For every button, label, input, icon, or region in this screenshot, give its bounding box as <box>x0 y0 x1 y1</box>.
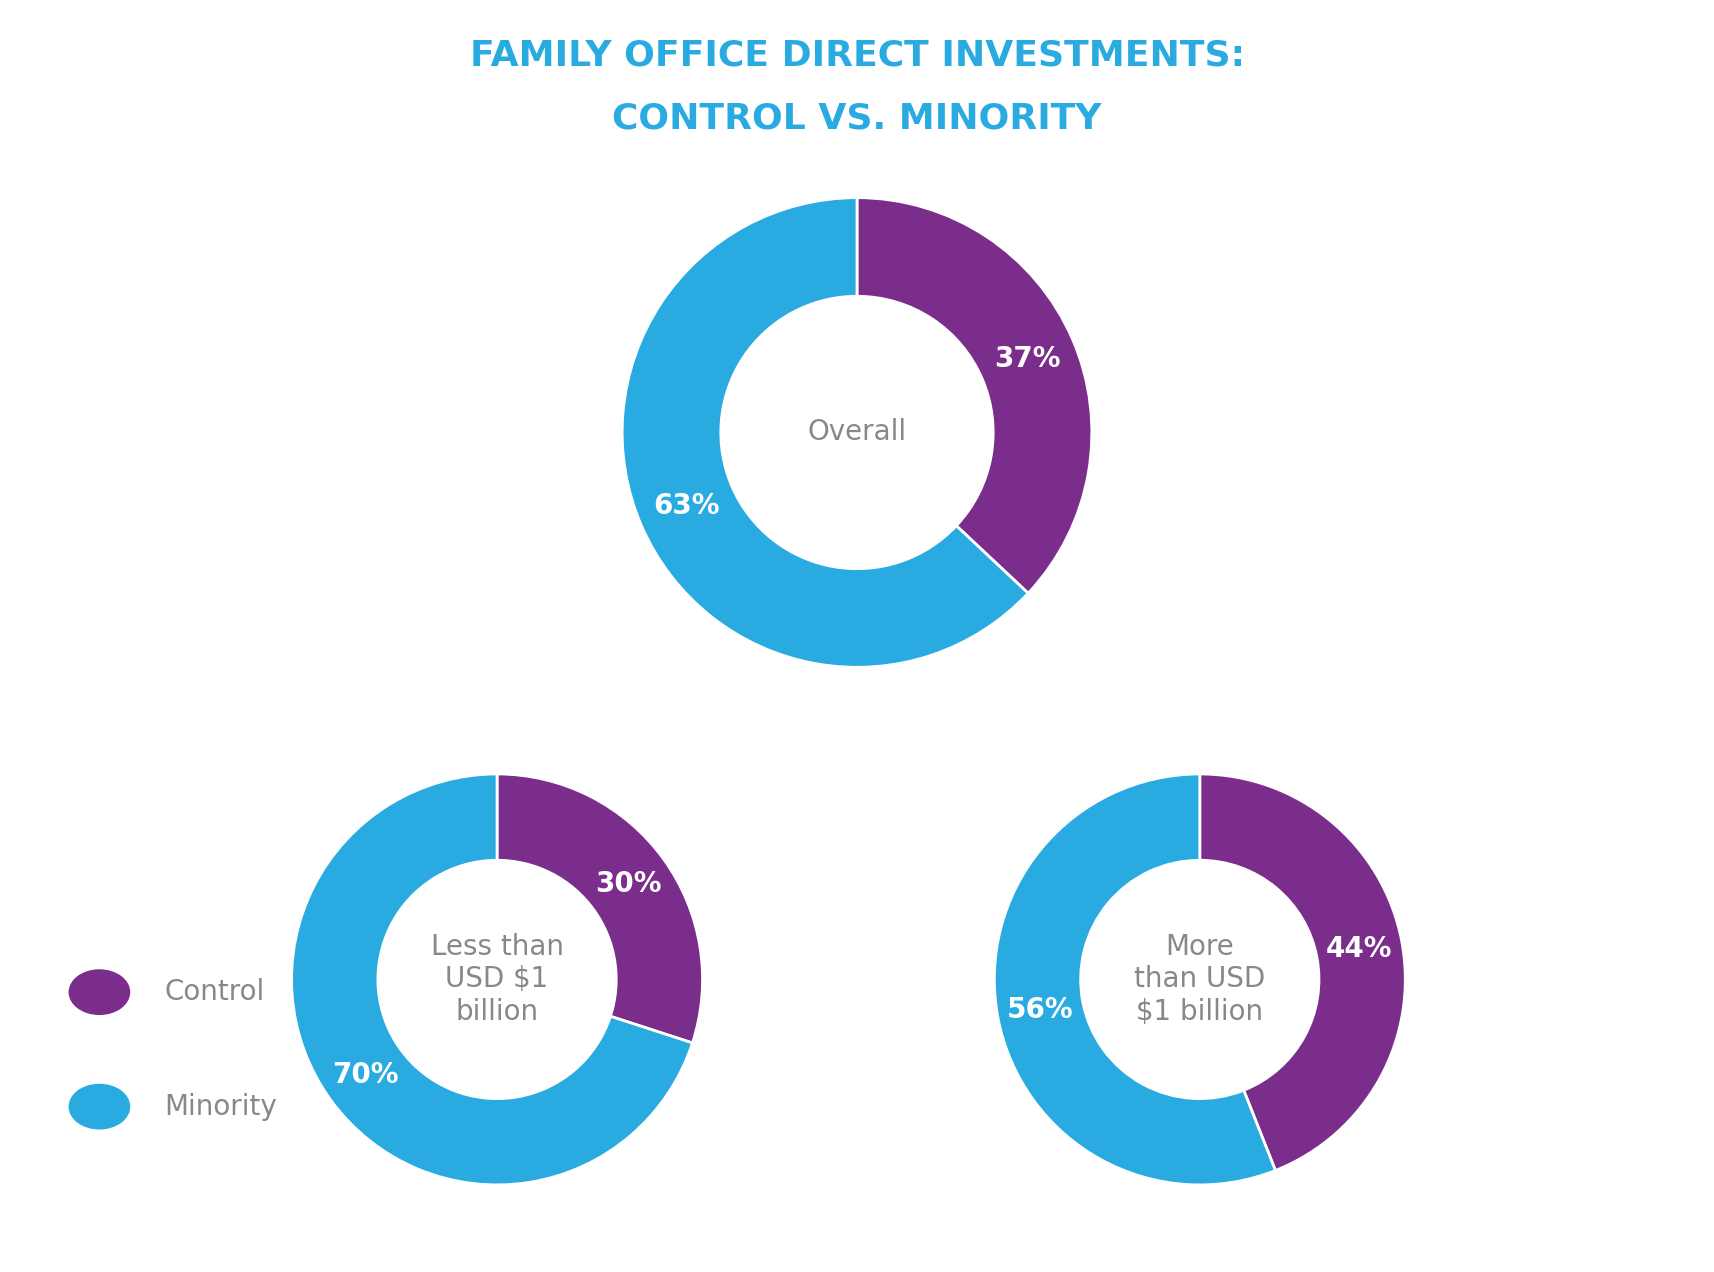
Wedge shape <box>1200 773 1405 1170</box>
Text: 37%: 37% <box>994 345 1061 373</box>
Wedge shape <box>857 197 1092 593</box>
Text: FAMILY OFFICE DIRECT INVESTMENTS:: FAMILY OFFICE DIRECT INVESTMENTS: <box>470 38 1244 73</box>
Text: 63%: 63% <box>653 492 720 520</box>
Text: 30%: 30% <box>595 870 662 898</box>
Circle shape <box>377 860 617 1099</box>
Wedge shape <box>291 773 692 1186</box>
Text: CONTROL VS. MINORITY: CONTROL VS. MINORITY <box>612 102 1102 136</box>
Text: 70%: 70% <box>333 1061 399 1089</box>
Text: Less than
USD $1
billion: Less than USD $1 billion <box>430 934 564 1025</box>
Text: Minority: Minority <box>165 1093 278 1121</box>
Text: 56%: 56% <box>1008 996 1073 1024</box>
Wedge shape <box>497 773 703 1043</box>
Text: Control: Control <box>165 978 264 1006</box>
Text: Overall: Overall <box>807 418 907 446</box>
Circle shape <box>69 1084 130 1130</box>
Wedge shape <box>994 773 1275 1186</box>
Text: More
than USD
$1 billion: More than USD $1 billion <box>1135 934 1265 1025</box>
Wedge shape <box>622 197 1028 668</box>
Circle shape <box>69 969 130 1015</box>
Text: 44%: 44% <box>1327 935 1392 963</box>
Circle shape <box>722 296 992 569</box>
Circle shape <box>1080 860 1320 1099</box>
